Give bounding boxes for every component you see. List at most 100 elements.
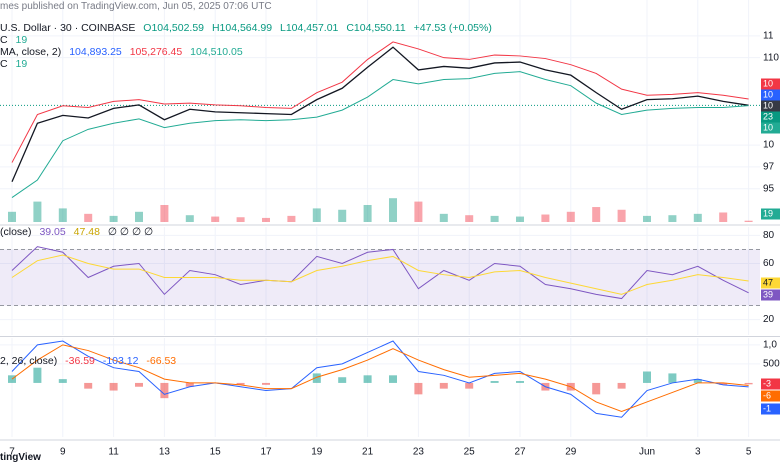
rsi-band: [0, 249, 760, 306]
price-tag: [761, 390, 780, 402]
x-tick-label: 29: [565, 447, 577, 458]
histogram-bar: [363, 375, 372, 383]
histogram-bar: [592, 382, 601, 395]
published: mes published on TradingView.com, Jun 05…: [0, 1, 272, 12]
volume-bar: [744, 220, 753, 222]
price-tag-label: 47: [763, 277, 773, 287]
histogram-bar: [389, 375, 397, 383]
bb-basis: 104,893.25: [69, 46, 122, 58]
volume-bar: [287, 215, 296, 222]
histogram-bar: [185, 382, 194, 387]
price-tag-label: 10: [763, 89, 773, 99]
bb-lower: 104,510.05: [190, 46, 243, 58]
y-tick-label: 500: [763, 359, 780, 370]
histogram-bar: [58, 379, 67, 383]
volume-bar: [262, 217, 270, 222]
histogram-bar: [668, 373, 677, 383]
change: +47.53 (+0.05%): [413, 22, 492, 34]
x-tick-label: 17: [260, 447, 272, 458]
macd-row: 2, 26, close) -36.59 -103.12 -66.53: [0, 355, 181, 367]
y-tick-label: 1,0: [763, 339, 777, 350]
x-tick-label: 7: [9, 447, 15, 458]
volume-bar: [363, 205, 372, 222]
y-tick-label: 95: [763, 183, 775, 194]
series-line: [11, 46, 749, 183]
x-tick-label: 3: [695, 447, 701, 458]
volume-bar: [566, 211, 575, 222]
volume-bar: [617, 209, 626, 222]
volume-bar: [33, 201, 42, 222]
volume-bar: [490, 215, 499, 222]
high: H104,564.99: [211, 22, 273, 34]
close: C104,550.11: [346, 22, 406, 34]
series-line: [11, 71, 749, 198]
histogram-bar: [312, 373, 321, 383]
volume-value: 19: [15, 58, 28, 70]
y-tick-label: 10: [763, 140, 775, 151]
histogram-bar: [617, 382, 626, 389]
x-tick-label: 21: [362, 447, 374, 458]
published-line: mes published on TradingView.com, Jun 05…: [0, 1, 277, 12]
price-tag-label: 10: [763, 122, 773, 132]
price-tag-label: 10: [763, 100, 773, 110]
x-tick-label: 13: [159, 447, 171, 458]
histogram-bar: [109, 382, 118, 391]
volume-name: C: [0, 34, 8, 46]
symbol-row: U.S. Dollar · 30 · COINBASE O104,502.59 …: [0, 22, 497, 34]
y-tick-label: 11: [763, 30, 774, 41]
macd-signal: -66.53: [146, 355, 177, 367]
price-tag: [761, 89, 780, 101]
histogram-bar: [719, 382, 728, 385]
price-tag: [761, 403, 780, 415]
x-tick-label: 5: [746, 447, 752, 458]
x-tick-label: 9: [60, 447, 66, 458]
histogram-bar: [262, 382, 270, 385]
volume-bar: [160, 205, 169, 222]
volume-bar: [109, 215, 118, 222]
price-tag-label: 19: [763, 208, 773, 218]
series-line: [11, 246, 749, 300]
volume-bar: [389, 198, 397, 222]
histogram-bar: [33, 367, 42, 383]
symbol: U.S. Dollar · 30 · COINBASE: [0, 22, 136, 34]
volume-bar: [58, 208, 67, 222]
macd-hist: -36.59: [65, 355, 95, 367]
series-line: [11, 340, 749, 418]
histogram-bar: [8, 375, 16, 383]
histogram-bar: [84, 382, 93, 389]
y-tick-label: 20: [763, 314, 775, 325]
volume-bar: [541, 214, 550, 222]
x-tick-label: Jun: [639, 447, 655, 458]
series-line: [11, 254, 749, 295]
price-tag: [761, 111, 780, 123]
volume-bar: [643, 215, 651, 222]
x-tick-label: 11: [108, 447, 119, 458]
x-tick-label: 25: [464, 447, 476, 458]
y-tick-label: 97: [763, 162, 775, 173]
volume-bar: [185, 215, 194, 222]
price-tag-label: -6: [763, 390, 771, 400]
x-tick-label: 27: [514, 447, 526, 458]
rsi-extra: ∅ ∅ ∅ ∅: [107, 226, 154, 238]
histogram-bar: [338, 377, 347, 383]
histogram-bar: [643, 371, 651, 383]
open: O104,502.59: [143, 22, 205, 34]
low: L104,457.01: [280, 22, 339, 34]
x-tick-label: 23: [413, 447, 425, 458]
price-tag-label: 39: [763, 289, 773, 299]
price-tag-label: -3: [763, 378, 771, 388]
price-tag: [761, 100, 780, 112]
volume-value: 19: [15, 34, 28, 46]
volume-row: C 19: [0, 34, 32, 46]
histogram-bar: [693, 379, 702, 383]
volume-bar: [211, 216, 220, 222]
x-tick-label: 15: [210, 447, 222, 458]
rsi-name: (close): [0, 226, 32, 238]
volume-bar: [414, 201, 423, 222]
histogram-bar: [135, 382, 143, 387]
rsi-row: (close) 39.05 47.48 ∅ ∅ ∅ ∅: [0, 226, 158, 238]
y-tick-label: 110: [763, 52, 779, 63]
volume-bar: [135, 211, 143, 222]
